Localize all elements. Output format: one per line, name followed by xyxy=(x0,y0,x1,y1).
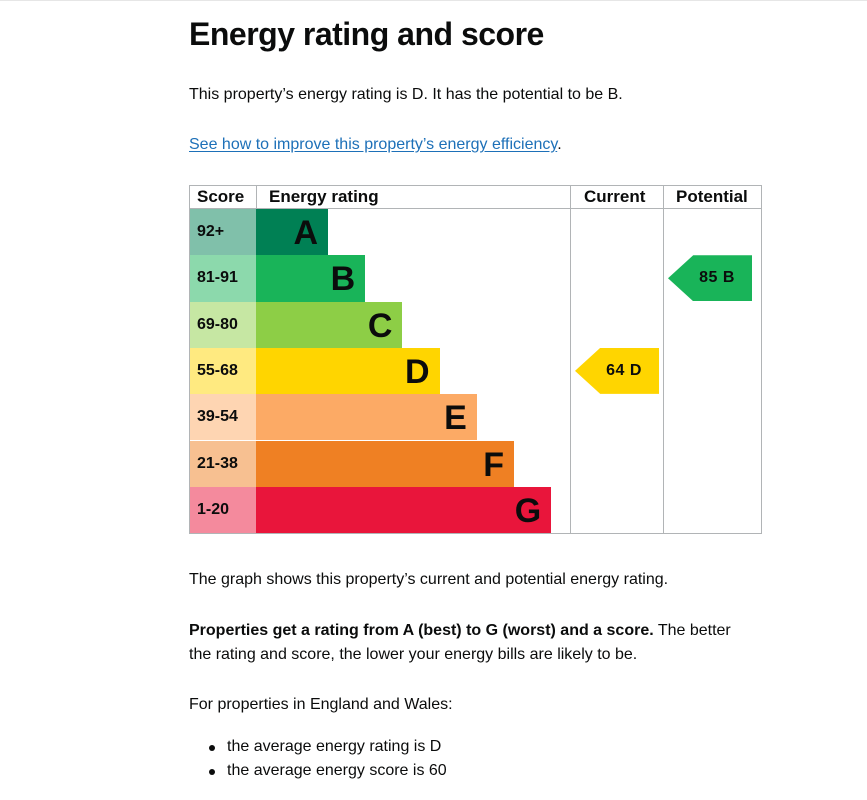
rating-letter-c: C xyxy=(367,306,393,345)
current-rating-arrow-label: 64 D xyxy=(606,361,642,379)
rating-letter-b: B xyxy=(330,260,356,299)
rating-summary: This property’s energy rating is D. It h… xyxy=(189,86,623,103)
score-column-divider xyxy=(256,185,257,209)
energy-rating-graph: Score Energy rating Current Potential 92… xyxy=(189,185,762,534)
rating-letter-a: A xyxy=(293,214,318,252)
score-cell-e: 39-54 xyxy=(190,394,256,441)
rating-bar-d: D xyxy=(256,347,440,395)
graph-caption: The graph shows this property’s current … xyxy=(189,571,669,588)
rating-explanation-rest-2: the rating and score, the lower your ene… xyxy=(189,646,638,663)
list-item: the average energy score is 60 xyxy=(189,759,447,783)
header-current: Current xyxy=(584,187,646,206)
rating-bar-e: E xyxy=(256,394,477,441)
graph-frame xyxy=(189,185,762,534)
page-title: Energy rating and score xyxy=(189,16,544,52)
header-energy-rating: Energy rating xyxy=(269,187,379,206)
current-column-divider xyxy=(570,185,571,534)
score-cell-f: 21-38 xyxy=(190,440,256,487)
potential-rating-arrow-label: 85 B xyxy=(699,269,735,287)
top-divider xyxy=(0,0,867,1)
rating-explanation-rest-1: The better xyxy=(653,622,731,639)
score-cell-d: 55-68 xyxy=(190,347,256,395)
region-intro: For properties in England and Wales: xyxy=(189,696,453,713)
rating-explanation: Properties get a rating from A (best) to… xyxy=(189,619,731,667)
rating-letter-g: G xyxy=(514,491,542,530)
rating-bar-c: C xyxy=(256,301,403,348)
score-cell-c: 69-80 xyxy=(190,301,256,348)
score-cell-g: 1-20 xyxy=(190,486,256,534)
improve-efficiency-link[interactable]: See how to improve this property’s energ… xyxy=(189,136,558,153)
average-list: the average energy rating is D the avera… xyxy=(189,735,447,783)
header-divider xyxy=(189,208,762,209)
rating-bar-g: G xyxy=(256,486,552,534)
potential-column-divider xyxy=(663,185,664,534)
improve-paragraph: See how to improve this property’s energ… xyxy=(189,133,562,157)
header-potential: Potential xyxy=(676,187,748,206)
improve-link-suffix: . xyxy=(557,136,562,153)
rating-bar-a: A xyxy=(256,209,328,256)
rating-letter-d: D xyxy=(405,352,430,391)
rating-explanation-bold: Properties get a rating from A (best) to… xyxy=(189,622,654,639)
rating-bar-f: F xyxy=(256,440,514,487)
rating-letter-e: E xyxy=(444,399,467,438)
score-cell-b: 81-91 xyxy=(190,255,256,302)
list-item: the average energy rating is D xyxy=(189,735,447,759)
rating-letter-f: F xyxy=(483,445,504,484)
score-cell-a: 92+ xyxy=(190,209,256,256)
rating-bar-b: B xyxy=(256,255,366,302)
header-score: Score xyxy=(197,187,245,206)
